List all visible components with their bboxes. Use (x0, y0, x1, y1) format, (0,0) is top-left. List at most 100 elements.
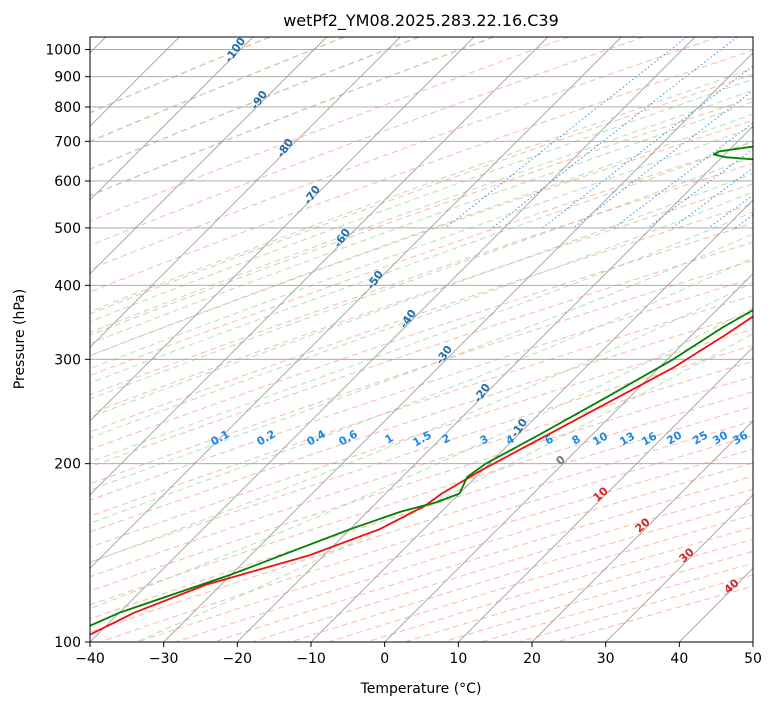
mixing-ratio-line (672, 167, 753, 229)
mixing-ratio-line (708, 194, 753, 229)
isotherm-line (457, 346, 753, 642)
isotherm-line (90, 37, 328, 275)
mixing-ratio-label: 25 (690, 429, 710, 448)
dry-adiabat (90, 37, 719, 270)
temperature-line (90, 315, 753, 636)
y-tick-label: 900 (54, 70, 81, 86)
series-layer (90, 145, 753, 636)
dry-adiabat (90, 37, 644, 247)
isotherm-line (752, 641, 753, 642)
dry-adiabat (442, 550, 753, 642)
dry-adiabat (90, 328, 753, 548)
mixing-ratio-label: 1 (383, 431, 396, 446)
moist-adiabat (90, 233, 753, 491)
dry-adiabat (90, 376, 753, 592)
dry-adiabat (90, 183, 753, 415)
mixing-ratio-label: 13 (617, 430, 637, 449)
isotherm-line (384, 273, 753, 642)
dry-adiabat (90, 119, 753, 357)
moist-adiabat (90, 211, 753, 463)
y-tick-label: 700 (54, 134, 81, 150)
x-tick-label: −40 (75, 651, 105, 667)
moist-adiabat (90, 307, 753, 610)
isotherm-line (163, 52, 753, 642)
dry-adiabat (90, 241, 753, 468)
x-tick-label: 0 (380, 651, 389, 667)
x-tick-label: 40 (670, 651, 688, 667)
moist-adiabat (90, 89, 753, 333)
dry-adiabat (90, 37, 345, 143)
moist-adiabat (90, 172, 753, 418)
dry-adiabat (90, 344, 753, 563)
dry-adiabat (90, 295, 753, 517)
dry-adiabat-label: -60 (331, 226, 353, 250)
dry-adiabat (90, 162, 753, 396)
mixing-ratio-label: 10 (590, 429, 610, 448)
y-axis-label: Pressure (hPa) (12, 289, 28, 389)
dry-adiabat (90, 203, 753, 433)
y-tick-label: 400 (54, 278, 81, 294)
y-tick-label: 200 (54, 457, 81, 473)
dry-adiabat (90, 391, 753, 606)
moist-adiabat (90, 101, 753, 345)
x-tick-label: −20 (223, 651, 253, 667)
dry-adiabat (90, 37, 569, 222)
x-axis-ticks: −40 −30 −20 −10 0 10 20 30 40 50 (75, 642, 762, 667)
dry-adiabat (90, 222, 753, 451)
dry-adiabat (99, 434, 753, 642)
mixing-ratio-line (445, 37, 688, 229)
mixing-ratio-label: 2 (440, 431, 453, 446)
mixing-ratio-label: 0.2 (255, 427, 278, 448)
mixing-ratio-label: 1.5 (411, 428, 434, 449)
isotherm-line (90, 37, 475, 422)
y-tick-label: 300 (54, 352, 81, 368)
dry-adiabat-label: -80 (274, 136, 296, 160)
y-axis-ticks: 1000 900 800 700 600 500 400 300 200 100 (45, 43, 90, 651)
chart-title: wetPf2_YM08.2025.283.22.16.C39 (283, 11, 559, 31)
dry-adiabat (519, 574, 753, 642)
x-tick-label: −10 (296, 651, 326, 667)
mixing-ratio-label: 36 (730, 428, 750, 447)
dry-adiabat (90, 37, 271, 114)
isotherm-line (236, 125, 753, 642)
y-tick-label: 800 (54, 100, 81, 116)
dry-adiabat-label: -40 (397, 307, 419, 331)
mixing-ratio-line (492, 37, 738, 229)
moist-adiabat-label: 10 (591, 484, 611, 504)
gridlines (90, 37, 753, 642)
dry-adiabat (90, 360, 753, 578)
mixing-ratio-label: 16 (639, 429, 659, 448)
dry-adiabat (90, 312, 753, 533)
x-tick-label: 10 (449, 651, 467, 667)
line-labels: 0.1 0.2 0.4 0.6 1 1.5 2 3 4 6 8 10 13 16 20 25 30 36-100-… (209, 35, 751, 597)
mixing-ratio-label: 20 (664, 428, 684, 447)
isotherm-line (605, 494, 753, 642)
x-tick-label: 20 (523, 651, 541, 667)
dry-adiabat (90, 37, 420, 170)
dry-adiabat (328, 514, 753, 642)
mixing-ratio-line (542, 65, 753, 229)
dry-adiabat (90, 420, 753, 633)
dry-adiabat-label: -30 (433, 343, 455, 367)
moist-adiabat (135, 333, 753, 642)
isotherm-line (90, 37, 622, 569)
x-tick-label: −30 (149, 651, 179, 667)
isotherm-line (90, 37, 549, 496)
x-axis-label: Temperature (°C) (360, 681, 482, 697)
dry-adiabat (90, 141, 753, 377)
moist-adiabat (90, 140, 753, 384)
y-tick-label: 100 (54, 635, 81, 651)
dry-adiabat (90, 277, 753, 501)
mixing-ratio-label: 30 (710, 428, 730, 447)
x-tick-label: 50 (744, 651, 762, 667)
y-tick-label: 1000 (45, 43, 81, 59)
dewpoint-line (90, 145, 753, 627)
y-tick-label: 500 (54, 221, 81, 237)
mixing-ratio-line (572, 90, 753, 229)
moist-adiabat (90, 78, 753, 323)
moist-adiabat (90, 191, 753, 439)
isotherm-line (90, 37, 696, 642)
dry-adiabat (90, 97, 753, 336)
moist-adiabat (90, 67, 753, 313)
isotherm-line (678, 567, 753, 642)
